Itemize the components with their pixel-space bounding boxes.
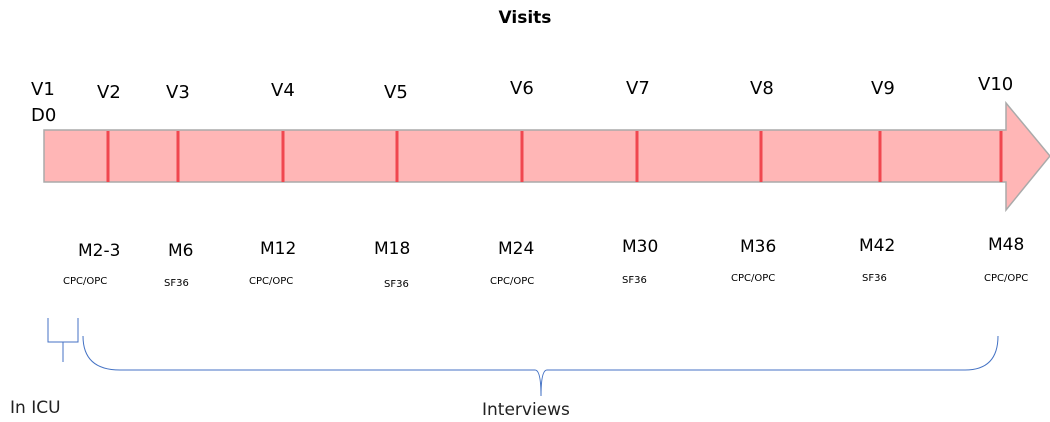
visit-label-v10: V10 bbox=[978, 74, 1014, 95]
assessment-label: SF36 bbox=[862, 273, 887, 284]
month-label: M24 bbox=[498, 239, 535, 259]
assessment-label: CPC/OPC bbox=[984, 273, 1029, 284]
icu-bracket bbox=[47, 318, 79, 362]
timeline-arrow bbox=[43, 100, 1050, 213]
visit-label-v5: V5 bbox=[384, 82, 408, 103]
assessment-label: CPC/OPC bbox=[63, 276, 108, 287]
month-label: M18 bbox=[374, 239, 411, 259]
month-label: M48 bbox=[988, 235, 1025, 255]
in-icu-label: In ICU bbox=[10, 398, 61, 418]
visit-label-v7: V7 bbox=[626, 78, 650, 99]
month-label: M30 bbox=[622, 237, 659, 257]
interviews-label: Interviews bbox=[482, 400, 570, 420]
visit-label-v3: V3 bbox=[166, 82, 190, 103]
month-label: M42 bbox=[859, 236, 896, 256]
assessment-label: SF36 bbox=[164, 278, 189, 289]
visit-label-v9: V9 bbox=[871, 78, 895, 99]
month-label: M36 bbox=[740, 237, 777, 257]
assessment-label: CPC/OPC bbox=[249, 276, 294, 287]
assessment-label: CPC/OPC bbox=[490, 276, 535, 287]
visit-label-v1: V1 bbox=[31, 79, 55, 100]
month-label: M6 bbox=[168, 241, 194, 261]
visit-label-v2: V2 bbox=[97, 82, 121, 103]
month-label: M2-3 bbox=[78, 241, 121, 261]
assessment-label: CPC/OPC bbox=[731, 273, 776, 284]
visit-label-v8: V8 bbox=[750, 78, 774, 99]
visit-label-v4: V4 bbox=[271, 80, 295, 101]
visit-day-label: D0 bbox=[31, 105, 57, 126]
month-label: M12 bbox=[260, 239, 297, 259]
assessment-label: SF36 bbox=[622, 275, 647, 286]
diagram-title: Visits bbox=[498, 8, 552, 28]
interviews-bracket bbox=[82, 335, 999, 397]
assessment-label: SF36 bbox=[384, 279, 409, 290]
visit-label-v6: V6 bbox=[510, 78, 534, 99]
